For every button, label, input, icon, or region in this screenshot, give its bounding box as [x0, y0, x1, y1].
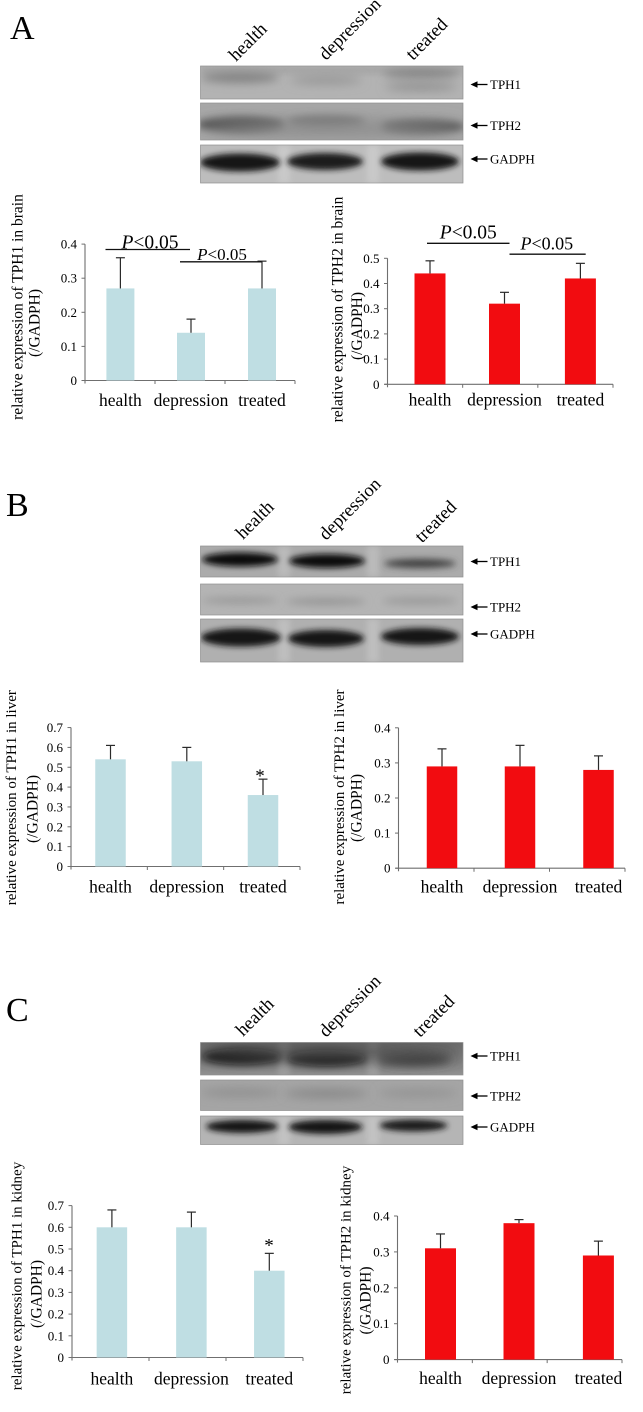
- svg-text:P<0.05: P<0.05: [439, 223, 497, 244]
- svg-text:GADPH: GADPH: [490, 152, 535, 167]
- svg-text:0: 0: [71, 373, 78, 388]
- svg-text:health: health: [232, 497, 278, 543]
- svg-text:GADPH: GADPH: [490, 627, 535, 642]
- svg-text:GADPH: GADPH: [490, 1120, 535, 1135]
- svg-text:0.4: 0.4: [47, 780, 64, 795]
- svg-text:treated: treated: [557, 390, 605, 410]
- svg-text:0.5: 0.5: [363, 251, 379, 266]
- svg-text:P<0.05: P<0.05: [120, 232, 178, 253]
- svg-text:depression: depression: [149, 877, 224, 897]
- svg-text:0.1: 0.1: [48, 1328, 64, 1343]
- svg-text:health: health: [225, 19, 271, 65]
- svg-text:treated: treated: [411, 497, 461, 547]
- svg-text:TPH1: TPH1: [490, 554, 521, 569]
- svg-text:0.2: 0.2: [61, 305, 77, 320]
- svg-text:TPH2: TPH2: [490, 118, 521, 133]
- svg-text:relative expression of TPH1 in: relative expression of TPH1 in liver: [4, 690, 20, 905]
- svg-text:relative expression of TPH2 in: relative expression of TPH2 in brain: [329, 196, 346, 422]
- svg-text:0.4: 0.4: [61, 237, 78, 252]
- svg-text:(/GADPH): (/GADPH): [27, 289, 44, 357]
- svg-text:health: health: [99, 390, 142, 410]
- svg-text:0.4: 0.4: [373, 1209, 390, 1224]
- svg-text:0.2: 0.2: [47, 819, 63, 834]
- svg-text:0.7: 0.7: [47, 720, 64, 735]
- svg-text:A: A: [10, 10, 35, 47]
- svg-text:0.3: 0.3: [373, 1244, 389, 1259]
- svg-text:0.3: 0.3: [48, 1285, 64, 1300]
- svg-text:0.6: 0.6: [47, 740, 64, 755]
- svg-text:0: 0: [373, 377, 380, 392]
- svg-text:0.1: 0.1: [61, 339, 77, 354]
- svg-text:health: health: [232, 994, 278, 1040]
- svg-text:(/GADPH): (/GADPH): [358, 1266, 375, 1334]
- svg-text:0: 0: [384, 861, 391, 876]
- svg-text:0.3: 0.3: [374, 755, 390, 770]
- svg-text:treated: treated: [238, 390, 286, 410]
- svg-text:depression: depression: [483, 877, 558, 897]
- svg-text:0.3: 0.3: [363, 301, 379, 316]
- svg-text:health: health: [409, 390, 452, 410]
- svg-text:TPH1: TPH1: [490, 77, 521, 92]
- svg-text:0.2: 0.2: [363, 326, 379, 341]
- svg-text:treated: treated: [239, 877, 287, 897]
- svg-text:depression: depression: [315, 0, 385, 65]
- svg-text:depression: depression: [154, 1369, 229, 1389]
- svg-text:0.4: 0.4: [363, 276, 380, 291]
- svg-text:0.2: 0.2: [374, 791, 390, 806]
- svg-text:0.2: 0.2: [48, 1307, 64, 1322]
- svg-text:0: 0: [383, 1352, 390, 1367]
- svg-text:0.4: 0.4: [48, 1263, 65, 1278]
- svg-text:health: health: [419, 1368, 462, 1388]
- svg-text:relative expression of TPH1 in: relative expression of TPH1 in brain: [9, 194, 26, 420]
- svg-text:0.1: 0.1: [47, 839, 63, 854]
- svg-text:0: 0: [57, 859, 64, 874]
- svg-text:treated: treated: [245, 1369, 293, 1389]
- svg-text:depression: depression: [154, 390, 229, 410]
- svg-text:0: 0: [58, 1350, 65, 1365]
- svg-text:P<0.05: P<0.05: [196, 245, 247, 264]
- svg-text:health: health: [89, 877, 132, 897]
- svg-text:B: B: [6, 487, 29, 524]
- svg-text:C: C: [6, 992, 29, 1029]
- svg-text:depression: depression: [482, 1368, 557, 1388]
- svg-text:0.5: 0.5: [48, 1242, 64, 1257]
- svg-text:0.4: 0.4: [374, 720, 391, 735]
- svg-text:(/GADPH): (/GADPH): [349, 292, 366, 360]
- svg-text:0.2: 0.2: [373, 1280, 389, 1295]
- svg-text:0.1: 0.1: [373, 1316, 389, 1331]
- svg-text:TPH1: TPH1: [490, 1049, 521, 1064]
- svg-text:relative expression of TPH2 in: relative expression of TPH2 in kidney: [338, 1165, 354, 1394]
- svg-text:treated: treated: [409, 991, 459, 1041]
- svg-text:health: health: [421, 877, 464, 897]
- svg-text:(/GADPH): (/GADPH): [29, 1260, 46, 1328]
- svg-text:depression: depression: [315, 474, 385, 544]
- svg-text:0.3: 0.3: [47, 799, 63, 814]
- svg-text:*: *: [264, 1236, 274, 1257]
- svg-text:(/GADPH): (/GADPH): [25, 775, 42, 843]
- svg-text:depression: depression: [467, 390, 542, 410]
- svg-text:relative expression of TPH1 in: relative expression of TPH1 in kidney: [9, 1161, 25, 1390]
- svg-text:TPH2: TPH2: [490, 600, 521, 615]
- svg-text:depression: depression: [315, 971, 385, 1041]
- svg-text:treated: treated: [575, 877, 623, 897]
- svg-text:treated: treated: [575, 1368, 623, 1388]
- svg-text:health: health: [91, 1369, 134, 1389]
- svg-text:0.7: 0.7: [48, 1198, 65, 1213]
- svg-text:0.1: 0.1: [363, 352, 379, 367]
- svg-text:0.1: 0.1: [374, 826, 390, 841]
- svg-text:P<0.05: P<0.05: [519, 233, 573, 253]
- svg-text:0.3: 0.3: [61, 271, 77, 286]
- svg-text:0.6: 0.6: [48, 1220, 65, 1235]
- svg-text:*: *: [255, 766, 265, 787]
- svg-text:relative expression of TPH2 in: relative expression of TPH2 in liver: [332, 689, 348, 904]
- svg-text:treated: treated: [402, 14, 452, 64]
- svg-text:0.5: 0.5: [47, 760, 63, 775]
- svg-text:(/GADPH): (/GADPH): [349, 774, 366, 842]
- svg-text:TPH2: TPH2: [490, 1089, 521, 1104]
